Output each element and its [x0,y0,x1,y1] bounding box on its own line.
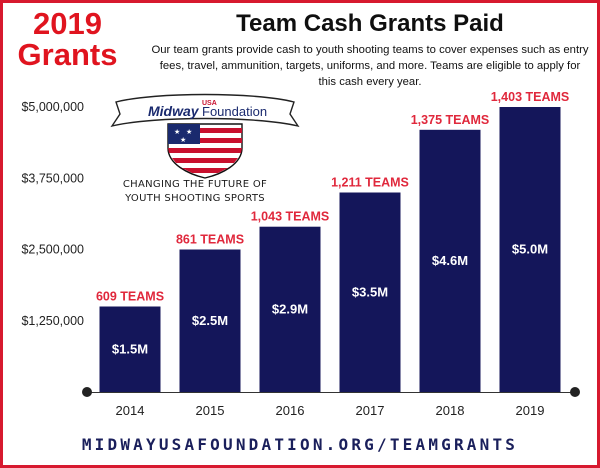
logo-brand-right: Foundation [202,104,267,119]
bar-value-label: $1.5M [112,341,148,356]
page-title: Team Cash Grants Paid [236,10,504,37]
baseline-left-ornament [82,387,92,397]
bar-2018 [419,129,481,393]
x-tick-label: 2015 [196,403,225,418]
x-tick-label: 2019 [516,403,545,418]
x-tick-label: 2014 [116,403,145,418]
badge-year: 2019 [33,6,102,41]
bar-value-label: $4.6M [432,253,468,268]
logo-star-3: ★ [180,136,186,144]
tagline-line-2: YOUTH SHOOTING SPORTS [125,193,265,204]
bar-team-label: 1,375 TEAMS [411,113,490,127]
bar-team-label: 609 TEAMS [96,290,164,304]
baseline-right-ornament [570,387,580,397]
logo-usa: USA [202,100,217,107]
y-tick-label: $5,000,000 [21,100,84,114]
bar-2019 [499,107,561,392]
bar-team-label: 1,403 TEAMS [491,90,570,104]
page-subtitle: Our team grants provide cash to youth sh… [151,44,589,88]
bar-value-label: $3.5M [352,284,388,299]
tagline-line-1: CHANGING THE FUTURE OF [122,179,268,190]
y-tick-label: $2,500,000 [21,243,84,257]
foundation-logo: ★ ★ ★ USA Midway Foundation [110,93,300,179]
x-tick-label: 2016 [276,403,305,418]
bar-value-label: $2.9M [272,301,308,316]
x-tick-label: 2018 [436,403,465,418]
logo-brand-left: Midway [148,103,200,119]
y-tick-label: $3,750,000 [21,171,84,185]
logo-tagline: CHANGING THE FUTURE OF YOUTH SHOOTING SP… [110,178,280,206]
logo-star-1: ★ [174,128,180,136]
year-badge: 2019 Grants [10,8,125,70]
bar-2017 [339,192,401,392]
logo-ribbon [110,93,300,128]
bar-2015 [179,249,241,392]
x-tick-label: 2017 [356,403,385,418]
bar-team-label: 861 TEAMS [176,233,244,247]
bar-team-label: 1,043 TEAMS [251,210,330,224]
bar-2014 [99,306,161,392]
bar-team-label: 1,211 TEAMS [331,176,409,190]
bar-value-label: $2.5M [192,313,228,328]
bar-value-label: $5.0M [512,242,548,257]
bar-2016 [259,226,321,392]
y-tick-label: $1,250,000 [21,314,84,328]
footer-url[interactable]: MIDWAYUSAFOUNDATION.ORG/TEAMGRANTS [81,435,519,454]
logo-star-2: ★ [186,128,192,136]
badge-grants: Grants [17,37,118,72]
